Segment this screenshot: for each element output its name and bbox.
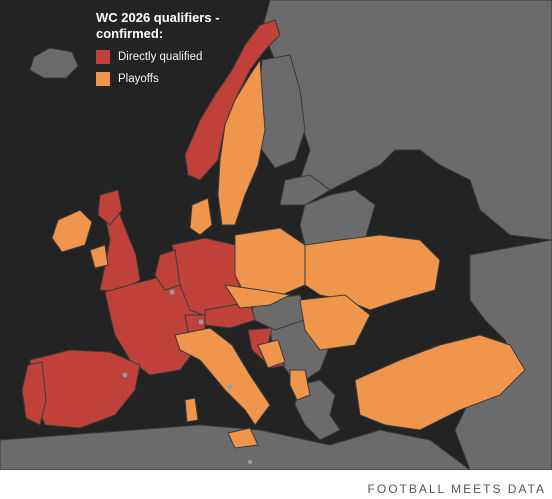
- liechtenstein-marker: [198, 319, 204, 325]
- luxembourg-marker: [169, 289, 175, 295]
- legend-label: Directly qualified: [118, 51, 203, 63]
- map-container: WC 2026 qualifiers - confirmed: Directly…: [0, 0, 552, 470]
- ireland: [51, 209, 93, 253]
- legend-item-directly-qualified: Directly qualified: [96, 48, 253, 66]
- credit-text: FOOTBALL MEETS DATA: [367, 482, 546, 496]
- sicily: [227, 427, 259, 449]
- san-marino-marker: [227, 384, 233, 390]
- italy: [174, 327, 271, 426]
- ukraine: [304, 234, 441, 311]
- baltics: [279, 174, 331, 206]
- bosnia: [257, 339, 286, 369]
- andorra-marker: [122, 372, 128, 378]
- romania: [299, 294, 371, 351]
- legend: WC 2026 qualifiers - confirmed: Directly…: [78, 10, 253, 92]
- albania-north-macedonia: [289, 369, 311, 401]
- legend-title: WC 2026 qualifiers - confirmed:: [96, 10, 220, 41]
- legend-label: Playoffs: [118, 73, 159, 85]
- denmark: [189, 197, 213, 236]
- swatch-directly-qualified: [96, 50, 110, 64]
- footer: FOOTBALL MEETS DATA: [0, 470, 552, 499]
- iceland: [29, 47, 79, 79]
- poland: [234, 227, 306, 299]
- belgium-netherlands: [154, 249, 181, 291]
- sardinia: [184, 397, 199, 423]
- wales: [89, 244, 109, 269]
- turkey: [354, 334, 526, 431]
- europe-map: [0, 0, 552, 470]
- swatch-playoffs: [96, 72, 110, 86]
- scotland: [97, 189, 123, 226]
- sweden: [217, 58, 266, 226]
- norway: [184, 19, 281, 181]
- czechia-slovakia: [223, 284, 292, 309]
- malta-marker: [248, 460, 252, 464]
- legend-item-playoffs: Playoffs: [96, 70, 253, 88]
- portugal: [21, 361, 47, 426]
